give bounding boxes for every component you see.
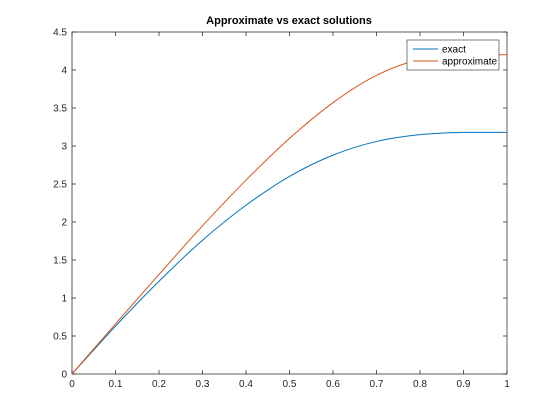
y-tick-label: 1.5 [53,256,67,267]
y-tick-label: 0.5 [53,332,67,343]
x-tick-label: 0 [69,379,75,390]
x-tick-label: 0.9 [457,379,471,390]
plot-area [71,31,508,375]
y-tick-label: 2.5 [53,180,67,191]
x-tick-label: 1 [504,379,510,390]
x-tick-label: 0.4 [239,379,253,390]
y-tick-label: 4 [61,66,67,77]
y-tick-label: 2 [61,218,67,229]
chart-title: Approximate vs exact solutions [206,15,372,27]
y-tick-label: 1 [61,294,67,305]
x-tick-label: 0.8 [413,379,427,390]
x-tick-label: 0.2 [152,379,166,390]
legend-box [406,39,500,71]
axis-ticks [71,31,508,375]
x-tick-label: 0.5 [283,379,297,390]
legend-label-approximate: approximate [442,57,497,68]
x-tick-label: 0.1 [109,379,123,390]
y-tick-label: 4.5 [53,28,67,39]
x-tick-label: 0.6 [326,379,340,390]
legend: exact approximate [406,39,500,71]
x-tick-label: 0.3 [196,379,210,390]
legend-label-exact: exact [442,45,466,56]
x-tick-labels: 0 0.1 0.2 0.3 0.4 0.5 0.6 0.7 0.8 0.9 1 [69,379,510,390]
y-tick-label: 3.5 [53,104,67,115]
y-tick-labels: 0 0.5 1 1.5 2 2.5 3 3.5 4 4.5 [53,28,67,381]
y-tick-label: 3 [61,142,67,153]
series-line-exact [71,131,507,375]
x-tick-label: 0.7 [370,379,384,390]
y-tick-label: 0 [61,370,67,381]
